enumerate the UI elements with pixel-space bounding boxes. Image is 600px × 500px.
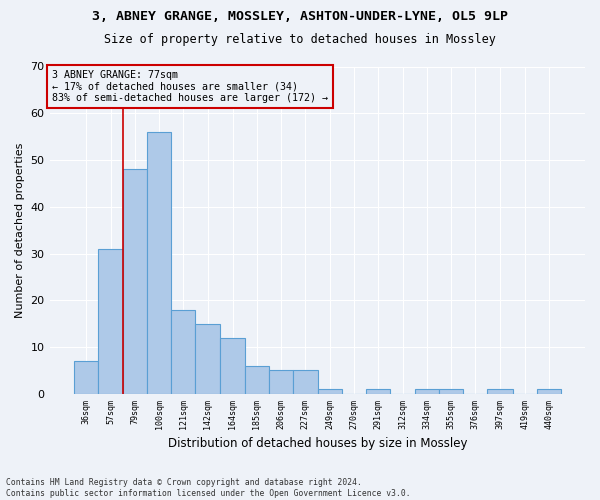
Y-axis label: Number of detached properties: Number of detached properties bbox=[15, 142, 25, 318]
Text: 3, ABNEY GRANGE, MOSSLEY, ASHTON-UNDER-LYNE, OL5 9LP: 3, ABNEY GRANGE, MOSSLEY, ASHTON-UNDER-L… bbox=[92, 10, 508, 23]
Bar bbox=[318, 389, 342, 394]
Text: Size of property relative to detached houses in Mossley: Size of property relative to detached ho… bbox=[104, 32, 496, 46]
Bar bbox=[220, 338, 245, 394]
Bar bbox=[293, 370, 318, 394]
Bar bbox=[366, 389, 390, 394]
Bar bbox=[74, 361, 98, 394]
Bar bbox=[123, 170, 147, 394]
Bar bbox=[487, 389, 512, 394]
Text: Contains HM Land Registry data © Crown copyright and database right 2024.
Contai: Contains HM Land Registry data © Crown c… bbox=[6, 478, 410, 498]
Text: 3 ABNEY GRANGE: 77sqm
← 17% of detached houses are smaller (34)
83% of semi-deta: 3 ABNEY GRANGE: 77sqm ← 17% of detached … bbox=[52, 70, 328, 103]
Bar bbox=[269, 370, 293, 394]
Bar bbox=[98, 249, 123, 394]
Bar bbox=[415, 389, 439, 394]
X-axis label: Distribution of detached houses by size in Mossley: Distribution of detached houses by size … bbox=[167, 437, 467, 450]
Bar bbox=[171, 310, 195, 394]
Bar bbox=[195, 324, 220, 394]
Bar bbox=[147, 132, 171, 394]
Bar bbox=[536, 389, 560, 394]
Bar bbox=[245, 366, 269, 394]
Bar bbox=[439, 389, 463, 394]
